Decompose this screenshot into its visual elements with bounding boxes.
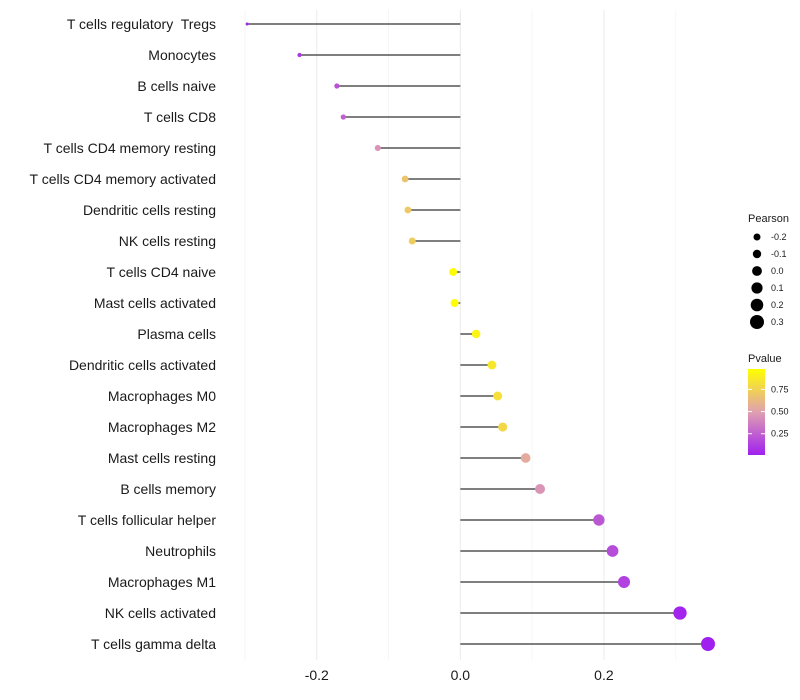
lollipop-point xyxy=(245,22,249,26)
pearson-legend-label: 0.1 xyxy=(771,283,784,293)
category-label: T cells regulatory Tregs xyxy=(67,16,216,32)
pvalue-legend-label: 0.50 xyxy=(771,407,789,417)
pearson-legend-label: 0.0 xyxy=(771,266,784,276)
lollipop-point xyxy=(340,114,347,120)
category-label: T cells gamma delta xyxy=(91,636,216,652)
lollipop-point xyxy=(401,175,409,183)
category-label: Dendritic cells resting xyxy=(83,202,216,218)
pvalue-colorbar xyxy=(748,369,765,455)
pearson-legend-key xyxy=(751,282,763,294)
pearson-legend-label: -0.1 xyxy=(771,249,787,259)
category-label: Macrophages M0 xyxy=(108,388,216,404)
pearson-legend-label: -0.2 xyxy=(771,232,787,242)
category-label: Monocytes xyxy=(148,47,216,63)
lollipop-stems xyxy=(247,23,708,645)
lollipop-point xyxy=(701,637,715,651)
lollipop-point xyxy=(450,299,459,307)
lollipop-point xyxy=(520,453,531,463)
pvalue-legend-title: Pvalue xyxy=(748,353,782,365)
pearson-legend-key xyxy=(750,315,764,329)
category-label: T cells follicular helper xyxy=(78,512,217,528)
lollipop-point xyxy=(673,606,687,620)
pvalue-legend-label: 0.25 xyxy=(771,429,789,439)
pearson-legend-key xyxy=(753,233,761,241)
category-label: T cells CD8 xyxy=(144,109,216,125)
lollipop-point xyxy=(404,206,412,214)
lollipop-point xyxy=(471,329,481,339)
pearson-legend-key xyxy=(752,249,762,259)
lollipop-point xyxy=(498,422,508,432)
category-label: Mast cells activated xyxy=(94,295,216,311)
category-label: B cells naive xyxy=(137,78,216,94)
lollipop-point xyxy=(487,360,497,370)
lollipop-point xyxy=(408,237,416,245)
category-label: Plasma cells xyxy=(137,326,216,342)
x-axis-tick-labels: -0.2 0.0 0.2 xyxy=(305,667,614,683)
lollipop-point xyxy=(606,545,619,557)
category-label: NK cells resting xyxy=(119,233,216,249)
pearson-legend-title: Pearson xyxy=(748,213,789,225)
category-label: Macrophages M2 xyxy=(108,419,216,435)
pearson-legend-label: 0.3 xyxy=(771,317,784,327)
lollipop-point xyxy=(449,268,458,276)
lollipop-point xyxy=(297,52,302,58)
lollipop-point xyxy=(593,514,605,526)
lollipop-point xyxy=(493,391,503,401)
pvalue-color-legend: Pvalue 0.75 0.50 0.25 xyxy=(748,353,789,455)
category-label: Mast cells resting xyxy=(108,450,216,466)
pearson-legend-key xyxy=(752,266,762,276)
x-tick-label: -0.2 xyxy=(305,667,329,683)
lollipop-point xyxy=(334,83,340,89)
category-label: T cells CD4 naive xyxy=(107,264,217,280)
pearson-legend-key xyxy=(750,298,764,312)
lollipop-point xyxy=(374,144,381,152)
category-label: Macrophages M1 xyxy=(108,574,216,590)
category-label: T cells CD4 memory activated xyxy=(30,171,216,187)
category-label: Neutrophils xyxy=(145,543,216,559)
pearson-legend-label: 0.2 xyxy=(771,300,784,310)
pvalue-legend-label: 0.75 xyxy=(771,384,789,394)
lollipop-points xyxy=(245,22,715,651)
category-label: B cells memory xyxy=(120,481,216,497)
category-labels: T cells regulatory Tregs Monocytes B cells… xyxy=(30,16,217,652)
x-tick-label: 0.2 xyxy=(594,667,614,683)
pearson-size-legend: Pearson -0.2 -0.1 0.0 0.1 0.2 0.3 xyxy=(748,213,789,329)
category-label: T cells CD4 memory resting xyxy=(44,140,216,156)
x-tick-label: 0.0 xyxy=(451,667,471,683)
grid-lines xyxy=(244,10,677,660)
category-label: Dendritic cells activated xyxy=(69,357,216,373)
lollipop-point xyxy=(618,575,631,589)
category-label: NK cells activated xyxy=(105,605,216,621)
lollipop-point xyxy=(535,483,546,495)
